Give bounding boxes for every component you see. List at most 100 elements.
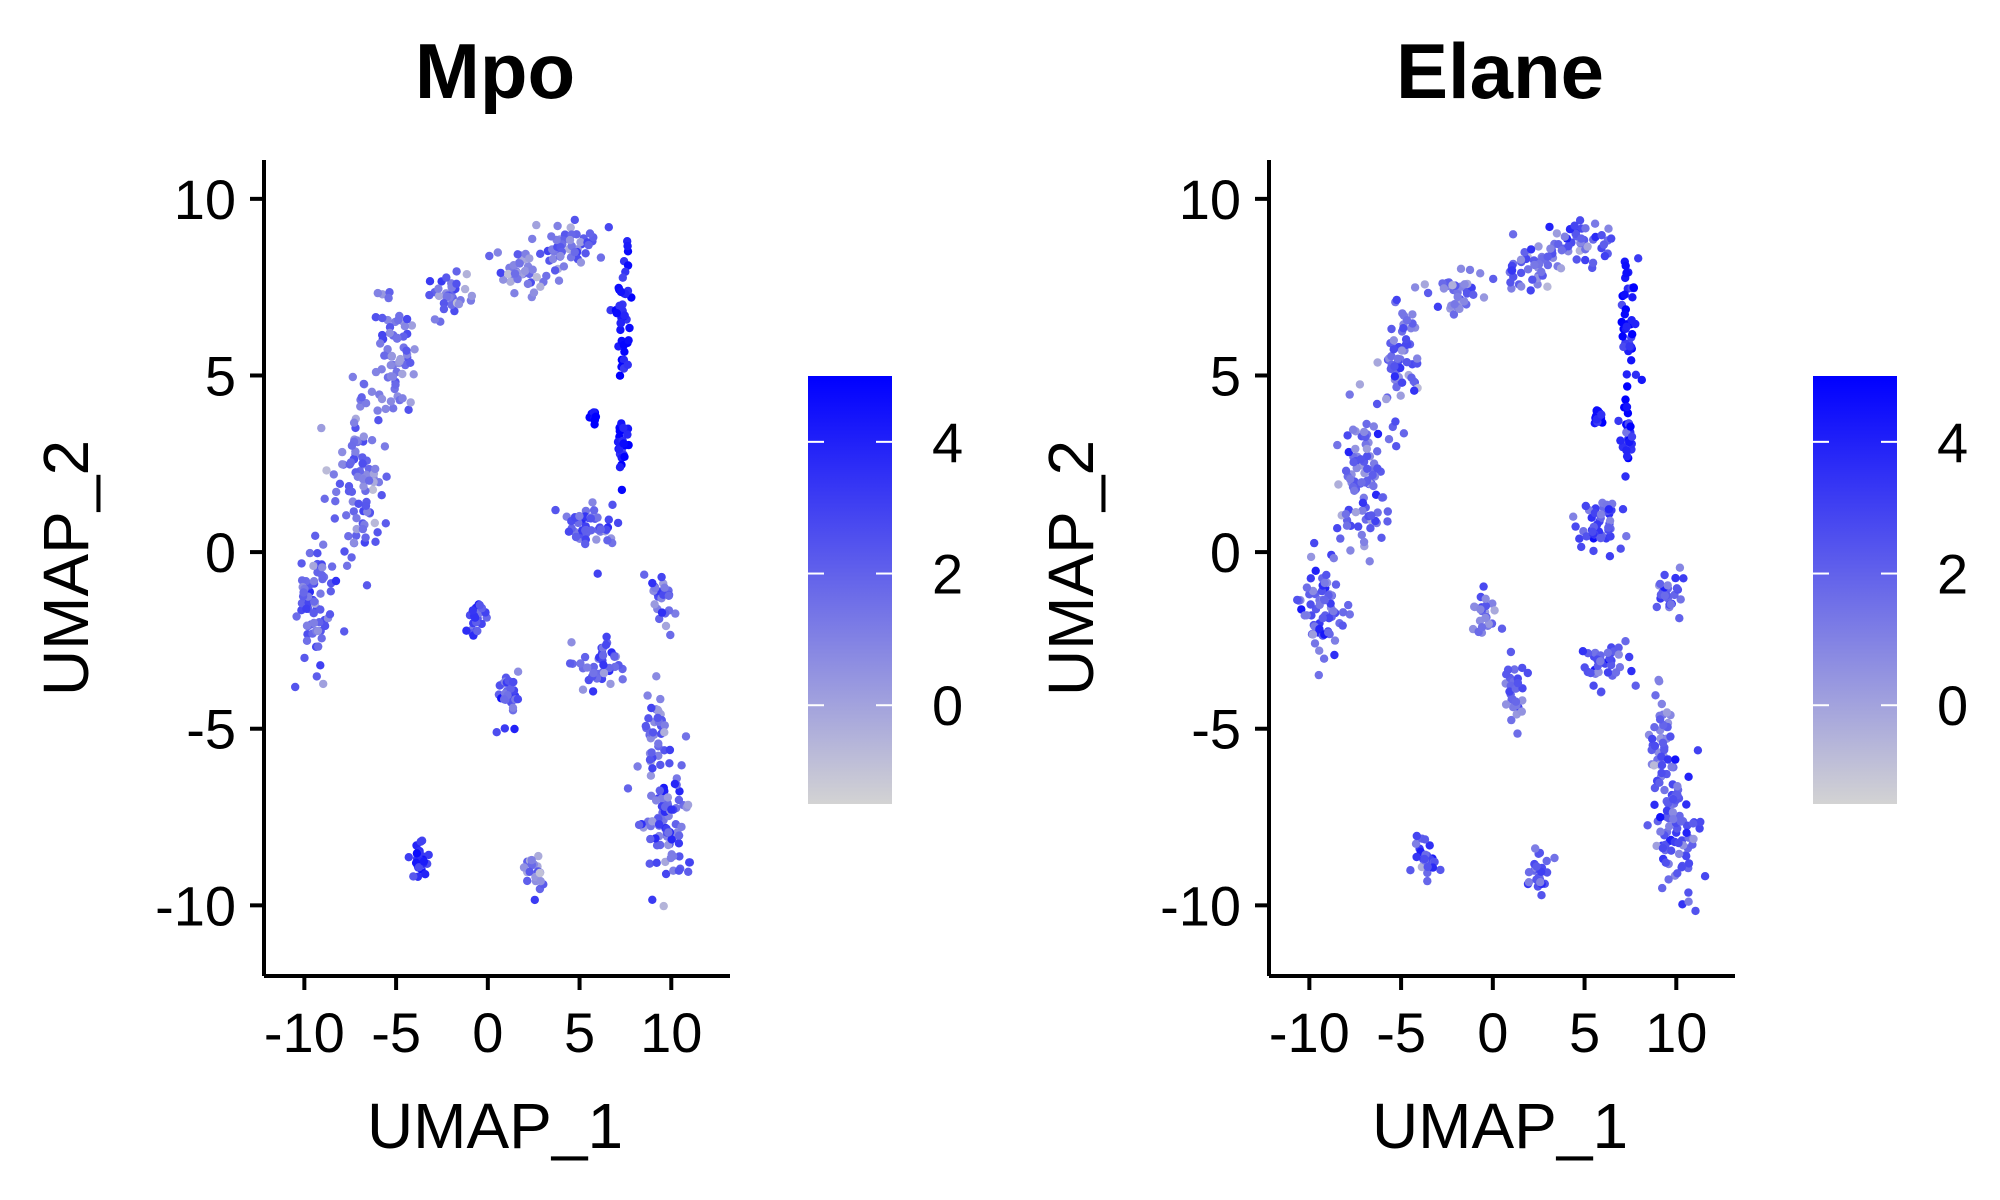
cell-point	[425, 277, 435, 286]
cell-point	[1324, 614, 1334, 623]
cell-point	[1578, 647, 1588, 656]
cell-point	[523, 876, 532, 886]
cell-point	[604, 223, 613, 232]
cell-point	[1621, 395, 1630, 404]
cell-point	[1420, 854, 1429, 864]
cell-point	[309, 618, 319, 628]
cell-point	[1399, 324, 1408, 333]
cell-point	[656, 694, 665, 704]
cell-point	[660, 728, 669, 737]
cell-point	[317, 423, 326, 433]
cell-point	[640, 570, 649, 579]
cell-point	[623, 430, 632, 439]
cell-point	[1663, 755, 1673, 764]
cell-point	[528, 234, 537, 244]
cell-point	[1320, 578, 1329, 588]
cell-point	[1367, 511, 1376, 520]
cell-point	[664, 828, 673, 837]
cell-point	[1344, 447, 1354, 457]
cell-point	[1676, 595, 1685, 604]
cell-point	[685, 858, 694, 867]
cell-point	[391, 380, 400, 389]
y-tick-label: 0	[1210, 521, 1241, 584]
cell-point	[1331, 580, 1341, 589]
cell-point	[1660, 745, 1669, 755]
cell-point	[291, 682, 300, 692]
cell-point	[1575, 216, 1585, 225]
cell-point	[299, 588, 308, 597]
cell-point	[1675, 614, 1684, 623]
cell-point	[1524, 878, 1534, 887]
cell-point	[359, 432, 368, 441]
cell-point	[1410, 283, 1420, 292]
cell-point	[527, 855, 536, 865]
cell-point	[608, 500, 617, 509]
cell-point	[1651, 691, 1660, 700]
cell-point	[1329, 607, 1338, 616]
cell-point	[430, 315, 440, 324]
cell-point	[319, 540, 328, 549]
cell-point	[1306, 574, 1316, 583]
colorbar-tick-label: 0	[1937, 674, 1968, 737]
cell-point	[316, 605, 325, 614]
cell-point	[349, 507, 358, 516]
cell-point	[1667, 762, 1676, 772]
cell-point	[305, 548, 315, 558]
cell-point	[1389, 345, 1398, 354]
cell-point	[648, 764, 657, 773]
cell-point	[1656, 813, 1665, 822]
cell-point	[1363, 464, 1372, 473]
cell-point	[1373, 508, 1382, 517]
cell-point	[1488, 599, 1497, 608]
cell-point	[1506, 647, 1516, 657]
cell-point	[340, 627, 349, 636]
cell-point	[1412, 852, 1421, 862]
cell-point	[330, 514, 339, 523]
cell-point	[620, 311, 629, 320]
cell-point	[1543, 252, 1552, 261]
cell-point	[536, 282, 545, 291]
cell-point	[1449, 310, 1459, 319]
cell-point	[398, 369, 407, 379]
cell-point	[586, 514, 596, 523]
cell-point	[327, 562, 337, 571]
cell-point	[674, 839, 684, 848]
cell-point	[359, 379, 368, 389]
cell-point	[1577, 542, 1586, 552]
cell-point	[367, 436, 377, 445]
cell-point	[362, 581, 372, 590]
cell-point	[684, 867, 693, 876]
cell-point	[1315, 646, 1324, 655]
cell-point	[1661, 858, 1671, 867]
cell-point	[536, 249, 545, 258]
cell-point	[1594, 667, 1603, 677]
cell-point	[1597, 687, 1606, 696]
cell-point	[1655, 579, 1665, 589]
cell-point	[1537, 267, 1546, 277]
cell-point	[1351, 444, 1360, 454]
cell-point	[550, 266, 560, 275]
cell-point	[670, 779, 680, 789]
cell-point	[1354, 522, 1363, 531]
cell-point	[313, 626, 323, 636]
cell-point	[1662, 708, 1672, 717]
cell-point	[591, 412, 601, 421]
cell-point	[1407, 373, 1416, 382]
cell-point	[1513, 729, 1522, 738]
cell-point	[1577, 234, 1586, 243]
cell-point	[499, 695, 509, 704]
cell-point	[1387, 324, 1396, 334]
cell-point	[1677, 863, 1686, 872]
cell-point	[1293, 595, 1302, 605]
cell-point	[320, 494, 329, 503]
cell-point	[652, 858, 661, 867]
cell-point	[1695, 824, 1704, 833]
cell-point	[615, 301, 624, 310]
cell-point	[1420, 835, 1430, 844]
cell-point	[513, 667, 523, 676]
cell-point	[565, 659, 575, 668]
cell-point	[553, 221, 562, 231]
cell-point	[1355, 380, 1365, 389]
cell-point	[1406, 866, 1415, 875]
